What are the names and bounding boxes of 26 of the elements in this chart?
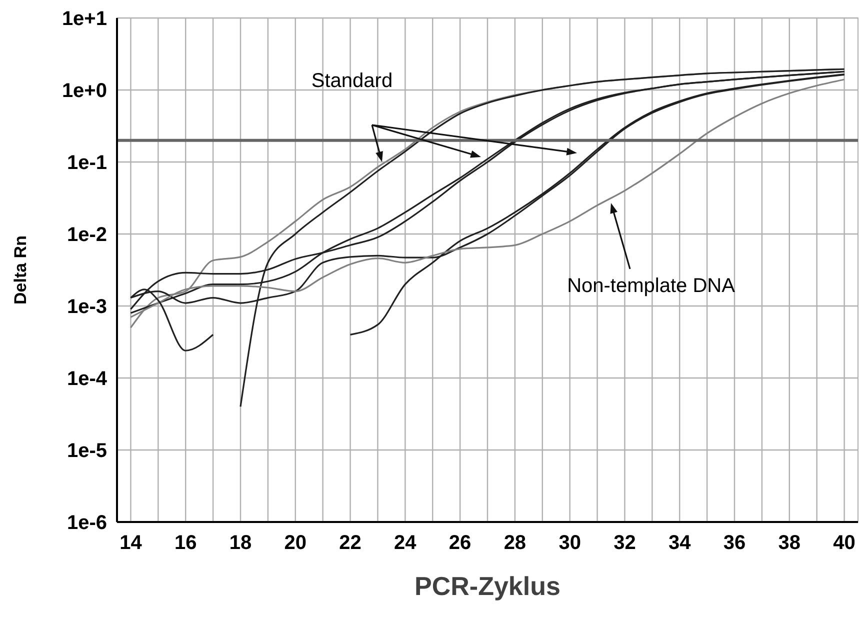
y-tick-label: 1e-3 <box>66 296 107 318</box>
x-tick-label: 18 <box>229 532 252 554</box>
y-tick-label: 1e-2 <box>66 224 107 246</box>
y-tick-label: 1e-1 <box>66 152 107 174</box>
y-tick-label: 1e+0 <box>62 80 107 102</box>
annotation: Standard <box>311 70 393 92</box>
x-tick-label: 40 <box>833 532 856 554</box>
x-tick-label: 32 <box>614 532 636 554</box>
x-tick-label: 20 <box>284 532 307 554</box>
x-tick-label: 16 <box>174 532 197 554</box>
y-axis-title: Delta Rn <box>11 236 30 304</box>
x-tick-label: 36 <box>723 532 746 554</box>
annotation: Non-template DNA <box>567 274 736 297</box>
x-tick-label: 26 <box>448 532 472 554</box>
x-tick-label: 22 <box>339 532 362 554</box>
x-tick-label: 34 <box>668 532 692 554</box>
x-tick-label: 24 <box>394 532 418 554</box>
x-tick-label: 30 <box>558 532 581 554</box>
x-tick-label: 38 <box>778 532 801 554</box>
y-tick-label: 1e-5 <box>66 440 107 462</box>
y-tick-label: 1e-4 <box>66 368 108 390</box>
y-tick-label: 1e+1 <box>62 8 107 30</box>
x-tick-label: 28 <box>504 532 526 554</box>
y-tick-label: 1e-6 <box>66 512 107 534</box>
x-tick-label: 14 <box>120 532 143 554</box>
x-axis-title: PCR-Zyklus <box>414 571 560 601</box>
